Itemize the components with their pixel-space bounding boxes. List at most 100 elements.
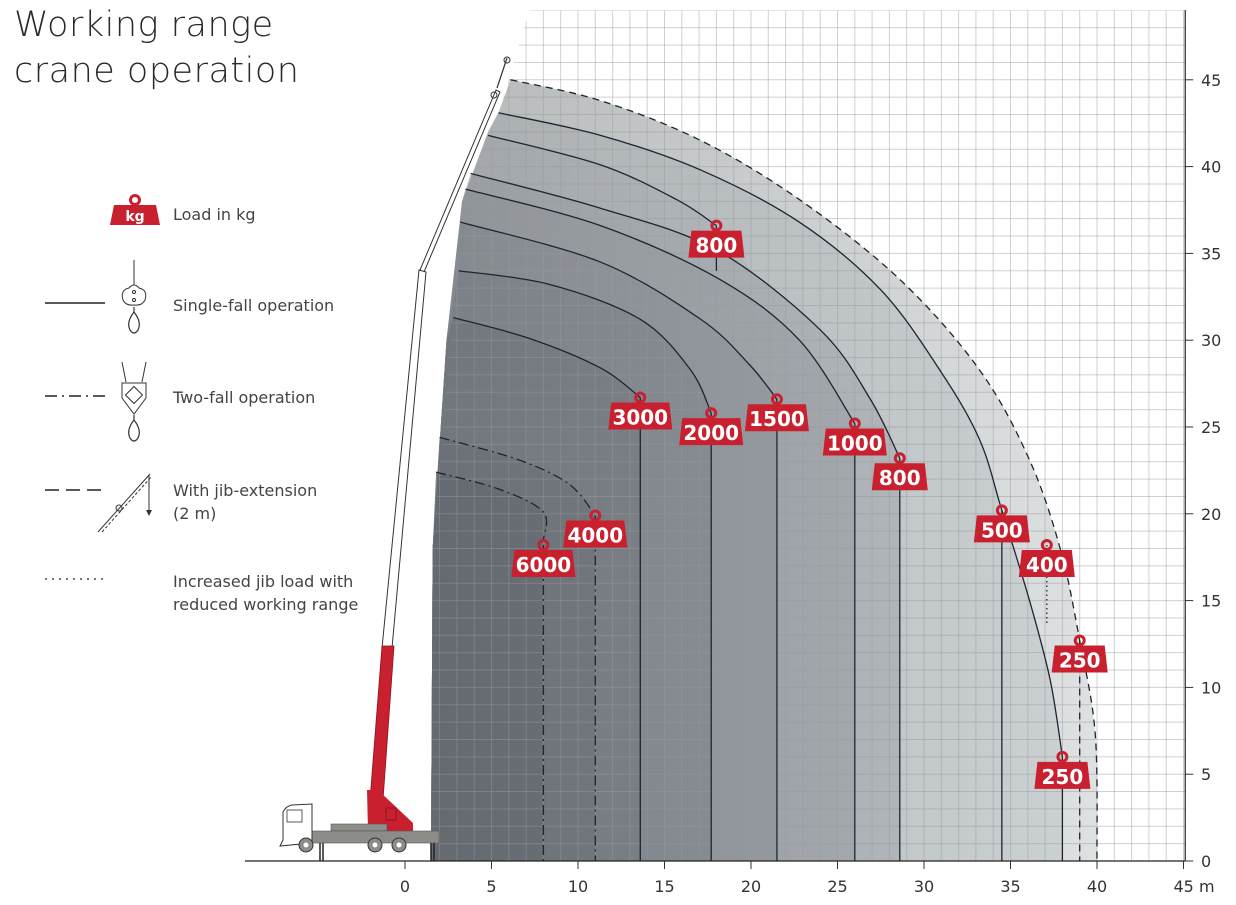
y-tick-label: 40 [1201,158,1221,177]
y-tick-label: 15 [1201,592,1221,611]
badge-label: 2000 [683,421,739,445]
legend-increased-2: reduced working range [173,595,359,614]
boom-base [369,645,395,801]
load-curve-800 [470,172,901,459]
y-tick-label: 35 [1201,244,1221,263]
legend-jib-2: (2 m) [173,504,217,523]
single-fall-icon [45,260,147,334]
legend-increased-1: Increased jib load with [173,572,354,591]
badge-body [1034,761,1091,789]
badge-ring [995,504,1008,517]
load-badge-2000: 2000 [679,407,744,446]
legend-single-fall: Single-fall operation [173,296,335,315]
y-tick-label: 10 [1201,678,1221,697]
axes: 0 5 10 15 20 25 30 35 40 45 m 0 5 10 15 20 25 30 35 40 45 [245,10,1221,896]
badge-label: 800 [879,466,921,490]
x-tick-label: 35 [1000,877,1020,896]
load-curve-3000 [453,317,641,399]
badge-body [688,230,745,258]
badge-label: 3000 [612,405,668,429]
load-curve-1000 [465,188,856,424]
x-tick-label: 10 [568,877,588,896]
badge-body [563,520,628,548]
badge-label: 250 [1042,765,1084,789]
badge-ring [589,509,602,522]
y-tick-label: 30 [1201,331,1221,350]
weight-icon: kg [110,194,160,225]
region-shading [430,79,1097,862]
load-badge-250: 250 [1034,750,1091,789]
load-badge-1500: 1500 [744,393,809,432]
title-line-1: Working range [14,5,274,45]
badge-body [1018,550,1075,578]
x-tick-label: 40 [1087,877,1107,896]
load-badge-400: 400 [1018,539,1075,578]
badge-label: 500 [981,518,1023,542]
badge-body [871,463,928,491]
x-tick-label: 0 [400,877,410,896]
badge-label: 6000 [516,553,572,577]
page-title: Working range crane operation [14,2,299,94]
boom-tip-icon [490,91,498,99]
badge-ring [705,407,718,420]
load-curve-6000 [435,471,548,540]
badge-ring [893,452,906,465]
badge-ring [1073,634,1086,647]
load-curve-1500 [460,221,778,400]
weight-icon-text: kg [125,209,144,225]
load-curve-800 [487,134,717,227]
load-curves [435,79,1098,862]
x-tick-label: 15 [654,877,674,896]
load-badge-250: 250 [1051,634,1108,673]
jib-extension-icon [45,473,153,533]
x-tick-label: 30 [914,877,934,896]
load-curve-4000 [439,436,596,516]
legend-jib-1: With jib-extension [173,481,318,500]
badge-body [679,418,744,446]
truck-cab [279,803,313,847]
badge-label: 1500 [749,407,805,431]
badge-ring [1056,750,1069,763]
x-tick-label: 5 [486,877,496,896]
badge-label: 1000 [827,432,883,456]
y-tick-label: 45 [1201,71,1221,90]
load-badge-500: 500 [973,504,1030,543]
badge-body [1051,645,1108,673]
badge-label: 250 [1059,649,1101,673]
load-badge-1000: 1000 [822,417,887,456]
y-tick-label: 0 [1201,852,1211,871]
y-tick-label: 5 [1201,765,1211,784]
badge-ring [770,393,783,406]
badge-ring [848,417,861,430]
badge-body [744,404,809,432]
badge-label: 800 [696,234,738,258]
y-tick-label: 20 [1201,505,1221,524]
title-line-2: crane operation [14,51,300,91]
badge-body [822,428,887,456]
badge-ring [1040,539,1053,552]
load-badge-800: 800 [871,452,928,491]
badge-body [511,550,576,578]
boom-telescopic [381,269,427,649]
x-tick-label: 25 [827,877,847,896]
badge-body [973,515,1030,543]
load-badge-4000: 4000 [563,509,628,548]
badge-ring [537,539,550,552]
x-tick-label: 45 m [1174,877,1215,896]
outriggers [319,843,435,861]
jib-tip-icon [503,56,511,64]
load-badge-3000: 3000 [608,391,673,430]
load-badge-800: 800 [688,219,745,258]
two-fall-icon [45,362,147,442]
y-tick-label: 25 [1201,418,1221,437]
load-curve-250 [498,112,1064,757]
crane-turret [367,790,413,831]
badge-ring [710,219,723,232]
crane-truck [279,56,511,861]
legend-two-fall: Two-fall operation [173,388,316,407]
load-regions [430,79,1098,862]
badge-label: 4000 [567,524,623,548]
load-badge-6000: 6000 [511,539,576,578]
